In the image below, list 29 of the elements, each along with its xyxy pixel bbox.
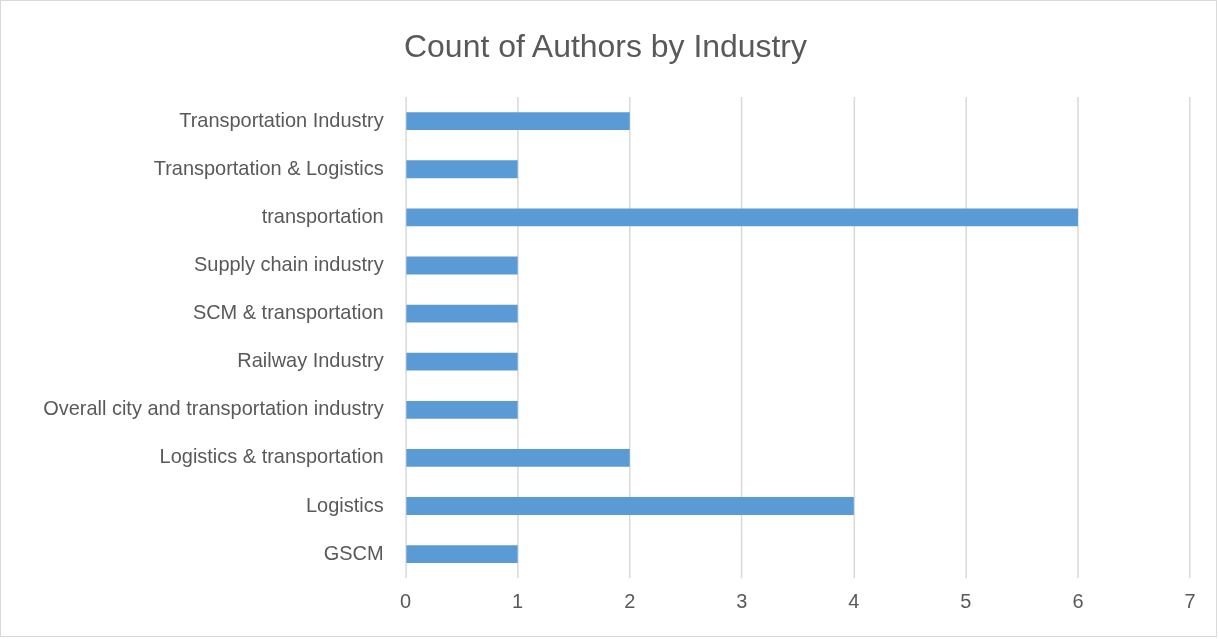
bar: [406, 208, 1078, 227]
bar: [406, 545, 518, 564]
y-tick-label: Transportation Industry: [179, 108, 384, 131]
bar: [406, 400, 518, 419]
y-tick-label: Supply chain industry: [193, 252, 384, 275]
x-tick-label: 0: [400, 589, 412, 612]
y-tick-label: Overall city and transportation industry: [43, 397, 384, 420]
y-tick-label: Logistics: [306, 493, 384, 516]
x-tick-label: 1: [512, 589, 524, 612]
y-tick-label: GSCM: [323, 541, 384, 564]
x-tick-label: 5: [960, 589, 972, 612]
y-tick-label: Logistics & transportation: [159, 445, 384, 468]
bar: [406, 449, 630, 467]
x-tick-label: 4: [848, 589, 860, 612]
y-tick-label: Transportation & Logistics: [153, 156, 384, 179]
bar: [406, 304, 518, 323]
bar: [406, 497, 854, 515]
x-tick-label: 3: [736, 589, 748, 612]
y-tick-label: SCM & transportation: [192, 301, 384, 324]
chart-title: Count of Authors by Industry: [404, 27, 807, 64]
x-tick-label: 7: [1184, 589, 1196, 612]
bar: [406, 256, 518, 275]
bar: [406, 352, 518, 371]
x-tick-label: 2: [624, 589, 636, 612]
bar: [406, 160, 518, 179]
bar: [406, 112, 630, 131]
x-tick-label: 6: [1072, 589, 1084, 612]
y-tick-label: Railway Industry: [237, 349, 384, 372]
y-tick-label: transportation: [261, 204, 384, 227]
